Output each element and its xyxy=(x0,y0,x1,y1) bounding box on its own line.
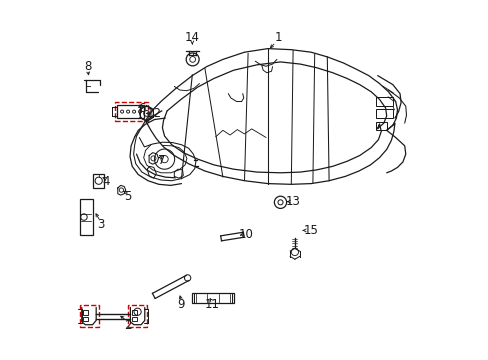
Text: 10: 10 xyxy=(238,228,253,240)
Text: 8: 8 xyxy=(84,60,91,73)
Text: 7: 7 xyxy=(158,154,165,167)
Text: 5: 5 xyxy=(123,190,131,203)
Bar xyxy=(375,97,392,106)
Text: 1: 1 xyxy=(274,31,282,44)
Bar xyxy=(83,317,88,321)
Bar xyxy=(132,317,137,321)
Bar xyxy=(80,305,99,327)
Text: 14: 14 xyxy=(184,31,200,44)
Bar xyxy=(80,199,93,235)
Text: 12: 12 xyxy=(147,107,162,120)
Text: 15: 15 xyxy=(303,224,318,237)
Text: 9: 9 xyxy=(177,298,185,311)
Bar xyxy=(132,310,137,315)
Bar xyxy=(192,293,233,303)
Text: 2: 2 xyxy=(123,319,131,332)
Text: 13: 13 xyxy=(285,195,300,208)
Bar xyxy=(117,105,143,118)
Bar xyxy=(115,102,148,121)
Bar xyxy=(375,109,392,118)
Text: 11: 11 xyxy=(204,298,219,311)
Bar xyxy=(375,122,386,130)
Text: 6: 6 xyxy=(138,102,145,114)
Text: 4: 4 xyxy=(102,175,109,188)
Bar xyxy=(93,174,104,188)
Bar xyxy=(128,305,147,327)
Bar xyxy=(83,310,88,315)
Text: 3: 3 xyxy=(97,219,104,231)
